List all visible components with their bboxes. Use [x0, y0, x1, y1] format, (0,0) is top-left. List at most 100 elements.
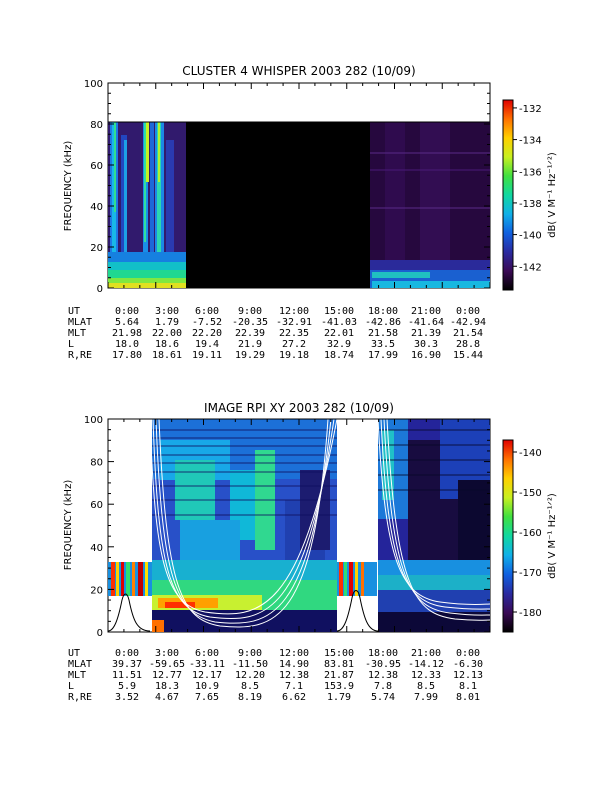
ephemeris-row-label: L	[68, 681, 74, 692]
ephemeris-cell: 7.8	[374, 681, 392, 692]
ephemeris-cell: 18.74	[324, 350, 354, 361]
ephemeris-cell: 3:00	[155, 648, 179, 659]
ephemeris-cell: 22.35	[279, 328, 309, 339]
ephemeris-cell: -20.35	[232, 317, 268, 328]
ephemeris-cell: -33.11	[189, 659, 225, 670]
y-tick-label: 60	[90, 500, 103, 511]
ephemeris-cell: 19.4	[195, 339, 219, 350]
panel2-title: IMAGE RPI XY 2003 282 (10/09)	[204, 401, 394, 415]
ephemeris-cell: 22.20	[192, 328, 222, 339]
ephemeris-cell: 6.62	[282, 692, 306, 703]
panel1-ylabel: FREQUENCY (kHz)	[63, 141, 74, 232]
colorbar-tick-label: -134	[519, 136, 542, 147]
y-tick-label: 60	[90, 161, 103, 172]
y-tick-label: 80	[90, 120, 103, 131]
panel2-ephemeris: UT 0:00 3:00 6:00 9:00 12:00 15:00 18:00 21:00 0:…	[68, 648, 483, 703]
colorbar-tick-label: -170	[519, 568, 542, 579]
ephemeris-cell: 19.11	[192, 350, 222, 361]
colorbar-tick-label: -140	[519, 448, 542, 459]
ephemeris-row-label: L	[68, 339, 74, 350]
panel1-colorbar	[502, 99, 514, 291]
colorbar-tick-label: -180	[519, 608, 542, 619]
ephemeris-cell: 0:00	[456, 306, 480, 317]
ephemeris-cell: 21.58	[368, 328, 398, 339]
ephemeris-cell: 27.2	[282, 339, 306, 350]
ephemeris-cell: 6:00	[195, 306, 219, 317]
panel2-colorbar	[502, 439, 514, 633]
panel2-y-axis: 0 20 40 60 80 100	[84, 415, 490, 639]
ephemeris-cell: 83.81	[324, 659, 354, 670]
ephemeris-cell: 32.9	[327, 339, 351, 350]
ephemeris-cell: 12.38	[279, 670, 309, 681]
ephemeris-cell: 18.6	[155, 339, 179, 350]
colorbar-tick-label: -150	[519, 488, 542, 499]
ephemeris-cell: -42.86	[365, 317, 401, 328]
panel-cluster: CLUSTER 4 WHISPER 2003 282 (10/09)	[63, 64, 558, 361]
panel1-colorbar-ticks: -132 -134 -136 -138 -140 -142	[513, 104, 542, 273]
ephemeris-cell: 30.3	[414, 339, 438, 350]
y-tick-label: 40	[90, 202, 103, 213]
ephemeris-cell: 8.5	[241, 681, 259, 692]
colorbar-tick-label: -136	[519, 167, 542, 178]
ephemeris-cell: -41.64	[408, 317, 444, 328]
ephemeris-cell: 21.9	[238, 339, 262, 350]
ephemeris-cell: -41.03	[321, 317, 357, 328]
ephemeris-cell: 12.33	[411, 670, 441, 681]
panel2-colorbar-ticks: -140 -150 -160 -170 -180	[513, 448, 542, 619]
panel2-ylabel: FREQUENCY (kHz)	[63, 480, 74, 571]
ephemeris-cell: 7.65	[195, 692, 219, 703]
ephemeris-cell: 12.13	[453, 670, 483, 681]
ephemeris-cell: 5.9	[118, 681, 136, 692]
ephemeris-cell: 5.64	[115, 317, 139, 328]
panel2-bell-curve-left	[107, 593, 151, 632]
panel-image: IMAGE RPI XY 2003 282 (10/09)	[63, 401, 558, 703]
ephemeris-cell: 7.99	[414, 692, 438, 703]
ephemeris-cell: 17.99	[368, 350, 398, 361]
y-tick-label: 20	[90, 585, 103, 596]
panel2-colorbar-label: dB( V M⁻¹ Hz⁻¹ᐟ²)	[547, 493, 558, 579]
y-tick-label: 20	[90, 243, 103, 254]
ephemeris-cell: -14.12	[408, 659, 444, 670]
ephemeris-cell: -30.95	[365, 659, 401, 670]
panel1-x-axis	[107, 83, 491, 288]
ephemeris-cell: -6.30	[453, 659, 483, 670]
ephemeris-cell: 8.19	[238, 692, 262, 703]
panel1-y-axis: 0 20 40 60 80 100	[84, 79, 490, 295]
ephemeris-cell: 17.80	[112, 350, 142, 361]
panel1-ephemeris: UT 0:00 3:00 6:00 9:00 12:00 15:00 18:00 21:00 0:…	[68, 306, 486, 361]
ephemeris-cell: 5.74	[371, 692, 395, 703]
ephemeris-cell: 4.67	[155, 692, 179, 703]
colorbar-tick-label: -138	[519, 199, 542, 210]
ephemeris-cell: 15.44	[453, 350, 483, 361]
ephemeris-cell: 39.37	[112, 659, 142, 670]
ephemeris-row-label: R,RE	[68, 350, 92, 361]
ephemeris-cell: -59.65	[149, 659, 185, 670]
y-tick-label: 0	[97, 284, 103, 295]
ephemeris-cell: 1.79	[155, 317, 179, 328]
ephemeris-row-label: MLAT	[68, 659, 92, 670]
ephemeris-cell: 28.8	[456, 339, 480, 350]
colorbar-tick-label: -142	[519, 262, 542, 273]
ephemeris-cell: -11.50	[232, 659, 268, 670]
ephemeris-row-label: MLT	[68, 328, 86, 339]
ephemeris-cell: 6:00	[195, 648, 219, 659]
ephemeris-row-label: R,RE	[68, 692, 92, 703]
colorbar-tick-label: -132	[519, 104, 542, 115]
ephemeris-cell: 21.54	[453, 328, 483, 339]
ephemeris-cell: 33.5	[371, 339, 395, 350]
ephemeris-cell: 12.17	[192, 670, 222, 681]
y-tick-label: 0	[97, 628, 103, 639]
panel1-title: CLUSTER 4 WHISPER 2003 282 (10/09)	[182, 64, 415, 78]
ephemeris-cell: 0:00	[456, 648, 480, 659]
ephemeris-cell: 12:00	[279, 306, 309, 317]
ephemeris-cell: 12.77	[152, 670, 182, 681]
ephemeris-cell: 3.52	[115, 692, 139, 703]
ephemeris-cell: 18:00	[368, 306, 398, 317]
ephemeris-cell: 12.20	[235, 670, 265, 681]
ephemeris-row-label: UT	[68, 306, 80, 317]
ephemeris-cell: 8.5	[417, 681, 435, 692]
ephemeris-cell: -32.91	[276, 317, 312, 328]
ephemeris-cell: 21:00	[411, 306, 441, 317]
ephemeris-cell: 1.79	[327, 692, 351, 703]
